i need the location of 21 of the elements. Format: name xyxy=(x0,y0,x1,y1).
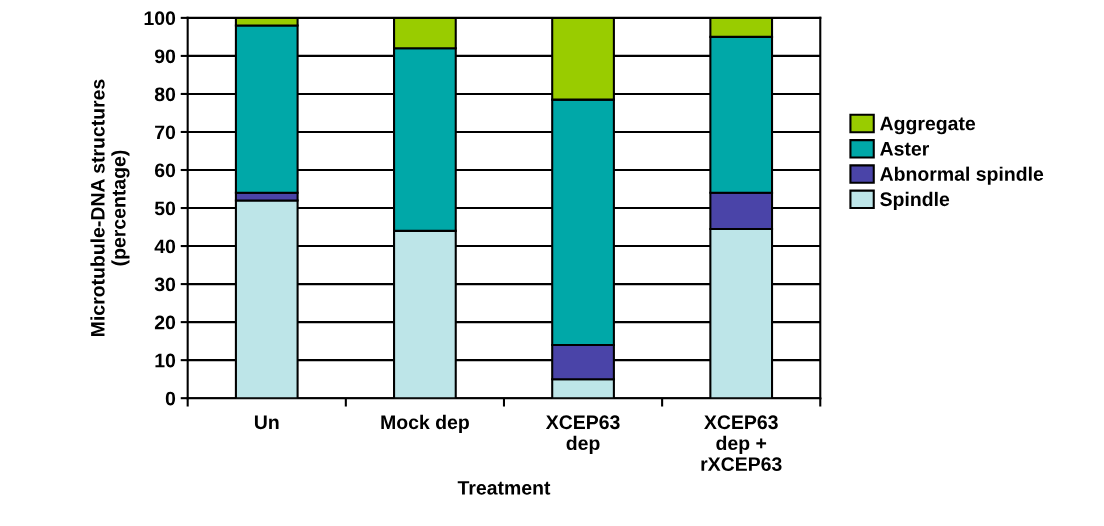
y-tick-label: 0 xyxy=(165,391,176,406)
y-tick-label: 100 xyxy=(144,11,176,26)
y-tick-label: 40 xyxy=(154,239,176,254)
x-tick-label: Mock dep xyxy=(381,414,469,433)
x-tick-label: Un xyxy=(254,415,279,430)
legend-label: Abnormal spindle xyxy=(880,166,1044,185)
x-tick-label: XCEP63 dep + rXCEP63 xyxy=(701,415,782,472)
x-axis-title: Treatment xyxy=(457,481,551,495)
legend-label: Aster xyxy=(880,142,930,156)
y-tick-label: 90 xyxy=(154,49,176,64)
y-tick-label: 60 xyxy=(154,163,176,178)
y-axis-title: Microtubule-DNA structures (percentage) xyxy=(90,79,130,336)
y-tick-label: 30 xyxy=(154,277,176,292)
y-tick-label: 10 xyxy=(155,353,176,368)
y-tick-label: 20 xyxy=(154,315,176,330)
y-tick-label: 70 xyxy=(155,125,176,140)
y-tick-label: 80 xyxy=(154,87,176,102)
y-tick-label: 50 xyxy=(154,201,176,216)
legend-label: Aggregate xyxy=(880,116,976,135)
legend-label: Spindle xyxy=(880,191,950,210)
x-tick-label: XCEP63 dep xyxy=(545,415,620,454)
